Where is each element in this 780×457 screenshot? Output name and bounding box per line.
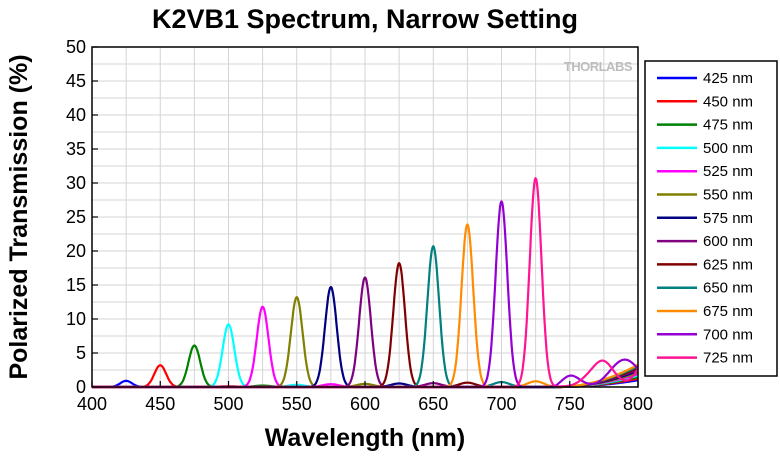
y-axis-title: Polarized Transmission (%) xyxy=(5,54,33,379)
y-tick-label: 40 xyxy=(66,105,86,125)
y-tick-label: 15 xyxy=(66,275,86,295)
y-tick-label: 0 xyxy=(76,377,86,397)
x-axis-ticks: 400 450 500 550 600 650 700 750 800 xyxy=(77,381,653,414)
legend-label: 450 nm xyxy=(703,93,753,110)
legend-label: 575 nm xyxy=(703,210,753,227)
grid-lines xyxy=(92,47,638,387)
y-tick-label: 25 xyxy=(66,207,86,227)
legend-label: 600 nm xyxy=(703,233,753,250)
legend-label: 425 nm xyxy=(703,70,753,87)
legend-label: 625 nm xyxy=(703,256,753,273)
legend-label: 550 nm xyxy=(703,187,753,204)
x-tick-label: 650 xyxy=(418,394,448,414)
legend-label: 725 nm xyxy=(703,350,753,367)
x-tick-label: 600 xyxy=(350,394,380,414)
y-tick-label: 5 xyxy=(76,343,86,363)
x-axis-title: Wavelength (nm) xyxy=(265,424,465,452)
legend-label: 475 nm xyxy=(703,117,753,134)
legend-label: 675 nm xyxy=(703,303,753,320)
legend-label: 650 nm xyxy=(703,280,753,297)
chart-title: K2VB1 Spectrum, Narrow Setting xyxy=(152,4,578,34)
y-tick-label: 35 xyxy=(66,139,86,159)
legend-label: 525 nm xyxy=(703,163,753,180)
x-tick-label: 800 xyxy=(623,394,653,414)
y-axis-ticks: 0 5 10 15 20 25 30 35 40 45 50 xyxy=(66,37,98,397)
y-tick-label: 50 xyxy=(66,37,86,57)
thorlabs-watermark: THORLABS xyxy=(564,59,633,74)
x-tick-label: 400 xyxy=(77,394,107,414)
x-tick-label: 700 xyxy=(486,394,516,414)
legend-label: 700 nm xyxy=(703,326,753,343)
y-tick-label: 10 xyxy=(66,309,86,329)
x-tick-label: 550 xyxy=(282,394,312,414)
y-tick-label: 20 xyxy=(66,241,86,261)
x-tick-label: 750 xyxy=(555,394,585,414)
y-tick-label: 30 xyxy=(66,173,86,193)
legend-label: 500 nm xyxy=(703,140,753,157)
x-tick-label: 450 xyxy=(145,394,175,414)
x-tick-label: 500 xyxy=(213,394,243,414)
y-tick-label: 45 xyxy=(66,71,86,91)
legend: 425 nm 450 nm 475 nm 500 nm 525 nm 550 nm 575 … xyxy=(657,70,753,367)
